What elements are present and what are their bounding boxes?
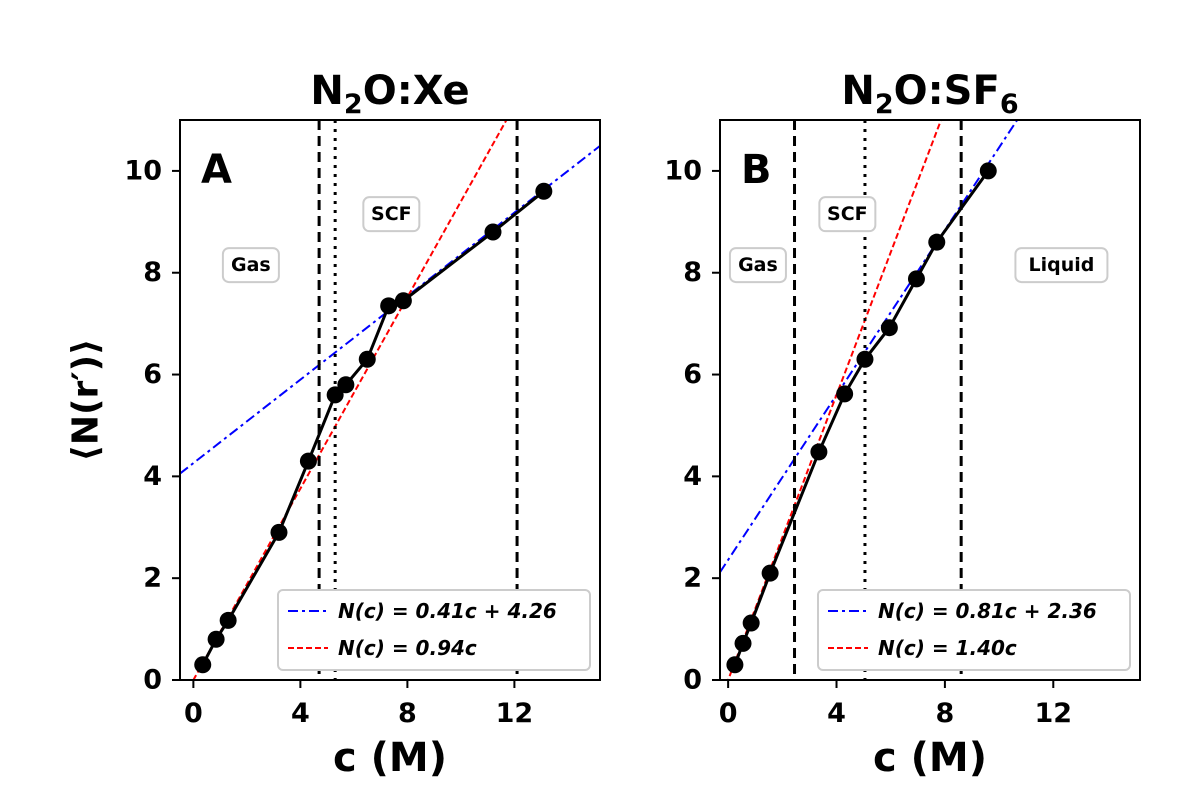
data-point (207, 630, 225, 648)
data-point (299, 452, 317, 470)
data-point (836, 385, 854, 403)
legend-entry: N(c) = 1.40c (878, 636, 1017, 660)
x-tick-label: 0 (184, 698, 203, 729)
y-tick-label: 4 (143, 461, 162, 492)
region-label: Liquid (1028, 254, 1094, 276)
data-point (219, 611, 237, 629)
legend-box (817, 589, 1131, 671)
data-point (394, 292, 412, 310)
region-label-box (728, 247, 787, 284)
chart-title-subscript: 2 (344, 89, 363, 120)
data-point (358, 350, 376, 368)
y-tick-label: 0 (683, 665, 702, 696)
y-tick-label: 2 (143, 563, 162, 594)
x-tick-label: 12 (496, 698, 534, 729)
plot-area (180, 120, 600, 680)
chart-title-base: N (310, 68, 343, 114)
x-tick-label: 4 (827, 698, 846, 729)
data-point (326, 386, 344, 404)
data-point (907, 270, 925, 288)
x-tick-label: 8 (936, 698, 955, 729)
region-label: Gas (231, 254, 271, 276)
data-point (270, 523, 288, 541)
chart-title-rest: O:Xe (363, 68, 470, 114)
region-label-box (1014, 247, 1109, 284)
y-tick-label: 6 (683, 359, 702, 390)
y-axis-label: ⟨N(r′)⟩ (66, 338, 107, 461)
region-label-box (818, 196, 877, 233)
x-axis-label: c (M) (873, 735, 987, 781)
data-point (880, 319, 898, 337)
chart-title: N2O:SF6 (841, 68, 1018, 120)
data-point (856, 350, 874, 368)
x-tick-label: 0 (719, 698, 738, 729)
legend-entry: N(c) = 0.81c + 2.36 (878, 599, 1097, 623)
region-label: SCF (827, 203, 868, 225)
y-tick-label: 10 (124, 155, 162, 186)
panel-letter: A (201, 147, 232, 193)
chart-title-subscript: 6 (1000, 89, 1019, 120)
axes-frame (179, 119, 601, 681)
fit-line-linear-origin (727, 120, 943, 680)
region-label: Gas (738, 254, 778, 276)
data-point (928, 233, 946, 251)
region-label-box (362, 196, 421, 233)
legend-entry: N(c) = 0.94c (338, 636, 477, 660)
x-tick-label: 12 (1035, 698, 1073, 729)
data-point (535, 182, 553, 200)
data-point (337, 376, 355, 394)
data-point (979, 162, 997, 180)
y-tick-label: 8 (683, 257, 702, 288)
y-tick-label: 4 (683, 461, 702, 492)
x-tick-label: 4 (291, 698, 310, 729)
data-point (726, 656, 744, 674)
chart-title-subscript: 2 (875, 89, 894, 120)
chart-title-rest: O:SF (894, 68, 1000, 114)
data-point (484, 223, 502, 241)
region-label: SCF (371, 203, 412, 225)
chart-title: N2O:Xe (310, 68, 469, 120)
legend-box (277, 589, 591, 671)
plot-area (720, 120, 1019, 680)
data-point (734, 634, 752, 652)
data-point (380, 297, 398, 315)
chart-title-base: N (841, 68, 874, 114)
panel-letter: B (741, 147, 772, 193)
data-point (742, 614, 760, 632)
legend-entry: N(c) = 0.41c + 4.26 (338, 599, 557, 623)
y-tick-label: 8 (143, 257, 162, 288)
axes-frame (719, 119, 1141, 681)
data-point (194, 656, 212, 674)
data-point (761, 564, 779, 582)
y-tick-label: 10 (664, 155, 702, 186)
y-tick-label: 6 (143, 359, 162, 390)
y-tick-label: 2 (683, 563, 702, 594)
data-point (810, 443, 828, 461)
y-tick-label: 0 (143, 665, 162, 696)
x-tick-label: 8 (398, 698, 417, 729)
region-label-box (221, 247, 280, 284)
x-axis-label: c (M) (333, 735, 447, 781)
